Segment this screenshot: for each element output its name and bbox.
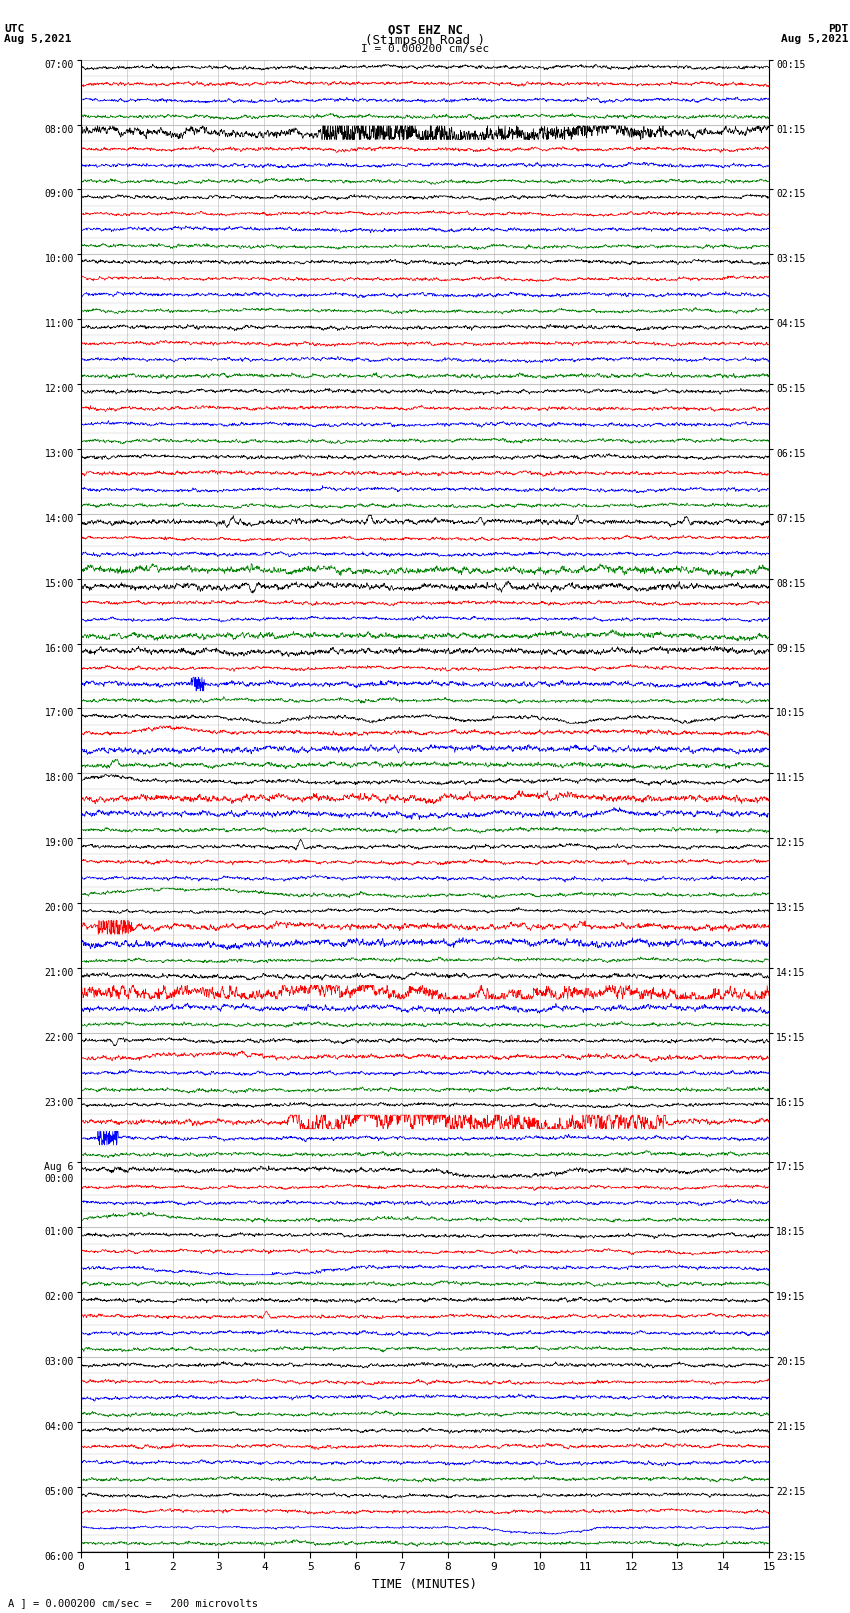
Text: PDT: PDT (828, 24, 848, 34)
Text: UTC: UTC (4, 24, 25, 34)
Text: (Stimpson Road ): (Stimpson Road ) (365, 34, 485, 47)
Text: Aug 5,2021: Aug 5,2021 (781, 34, 848, 44)
Text: A ] = 0.000200 cm/sec =   200 microvolts: A ] = 0.000200 cm/sec = 200 microvolts (8, 1598, 258, 1608)
Text: I = 0.000200 cm/sec: I = 0.000200 cm/sec (361, 44, 489, 53)
X-axis label: TIME (MINUTES): TIME (MINUTES) (372, 1578, 478, 1590)
Text: Aug 5,2021: Aug 5,2021 (4, 34, 71, 44)
Text: OST EHZ NC: OST EHZ NC (388, 24, 462, 37)
